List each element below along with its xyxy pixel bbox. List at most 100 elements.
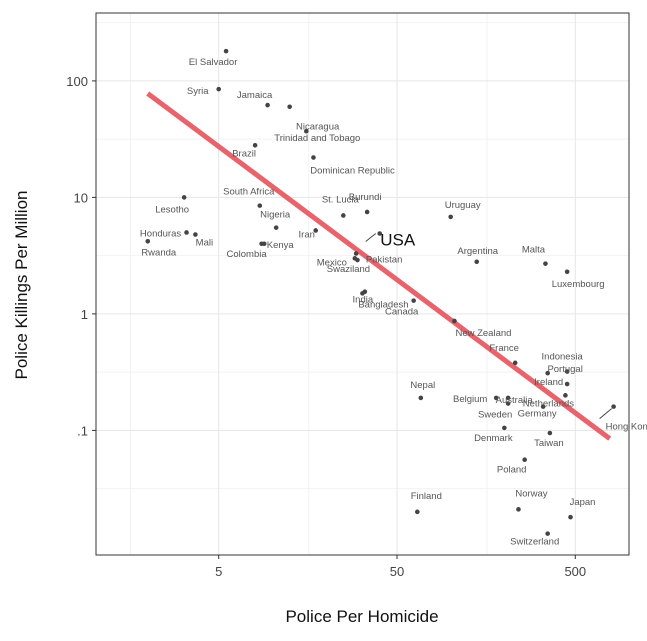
panel-border xyxy=(95,12,630,556)
y-axis-title: Police Killings Per Million xyxy=(12,191,31,380)
data-point xyxy=(502,425,507,431)
label-leader-line xyxy=(599,408,612,420)
x-tick-label: 50 xyxy=(390,564,404,579)
usa-label: USA xyxy=(380,230,416,249)
data-point xyxy=(563,393,568,398)
x-tick-label: 5 xyxy=(215,564,222,579)
x-tick-label: 500 xyxy=(564,564,586,579)
data-point xyxy=(355,257,360,263)
data-point xyxy=(564,269,570,275)
data-point xyxy=(265,102,270,108)
y-axis-ticks: .1 1 10 100 xyxy=(66,74,96,438)
point-label: Mali xyxy=(196,238,213,249)
point-label: Malta xyxy=(522,245,546,256)
data-point xyxy=(145,238,151,244)
point-label: Brazil xyxy=(232,148,256,159)
point-label: Netherlands xyxy=(523,398,574,409)
point-label: Iran xyxy=(299,229,315,240)
data-point xyxy=(223,48,229,54)
point-label: Nigeria xyxy=(260,210,291,221)
data-point xyxy=(313,228,319,233)
point-label: Honduras xyxy=(140,228,181,239)
point-label: Portugal xyxy=(547,364,582,375)
point-label: Finland xyxy=(411,491,442,502)
point-label: Kenya xyxy=(267,240,295,251)
data-point xyxy=(364,209,370,215)
data-point xyxy=(540,404,546,409)
data-point xyxy=(362,289,368,295)
data-point xyxy=(257,203,263,208)
data-point xyxy=(341,213,346,218)
data-point xyxy=(512,360,518,366)
point-label: Colombia xyxy=(227,249,268,260)
point-label: Pakistan xyxy=(366,254,402,265)
point-label: El Salvador xyxy=(189,57,238,68)
data-point xyxy=(311,155,316,160)
data-point xyxy=(287,104,292,110)
data-point xyxy=(564,369,570,374)
data-point xyxy=(448,214,453,220)
data-point xyxy=(547,430,553,436)
point-label: Denmark xyxy=(474,433,513,444)
point-label: Australia xyxy=(496,395,534,406)
point-label: Nicaragua xyxy=(296,122,340,133)
point-label: Sweden xyxy=(478,410,512,421)
data-point xyxy=(181,195,187,200)
x-axis-ticks: 5 50 500 xyxy=(215,555,586,579)
grid-layer xyxy=(96,13,629,555)
data-point xyxy=(522,457,527,463)
label-leader-line xyxy=(365,233,377,242)
trend-line xyxy=(146,91,612,441)
point-label: Ireland xyxy=(534,377,563,388)
data-point xyxy=(411,298,416,303)
data-point xyxy=(505,395,511,401)
data-point xyxy=(415,509,420,515)
data-point xyxy=(493,395,499,401)
point-label: Taiwan xyxy=(534,438,564,449)
data-point xyxy=(216,86,221,92)
point-label: Luxembourg xyxy=(552,279,605,290)
data-point xyxy=(474,259,480,265)
data-point xyxy=(543,261,548,266)
point-label: Belgium xyxy=(453,394,487,405)
point-label: Swaziland xyxy=(327,264,370,275)
data-point xyxy=(452,318,457,324)
point-label: Canada xyxy=(385,307,419,318)
point-label: South Africa xyxy=(223,187,275,198)
point-label: Dominican Republic xyxy=(310,166,395,177)
point-label: Uruguay xyxy=(445,200,481,211)
data-point xyxy=(545,531,550,536)
data-point xyxy=(353,251,359,256)
point-label: Bangladesh xyxy=(358,299,408,310)
point-label: Argentina xyxy=(457,246,498,257)
point-label: Rwanda xyxy=(141,247,177,258)
data-point xyxy=(259,241,264,247)
point-label: Jamaica xyxy=(237,90,273,101)
data-point xyxy=(377,231,383,236)
point-label: Lesotho xyxy=(155,204,189,215)
point-label: Mexico xyxy=(317,257,347,268)
trend-layer xyxy=(146,91,612,441)
point-label: Trinidad and Tobago xyxy=(274,133,360,144)
data-point xyxy=(611,404,616,409)
data-point xyxy=(568,514,573,520)
point-label: Nepal xyxy=(410,380,435,391)
y-tick-label: 10 xyxy=(74,190,88,205)
y-tick-label: .1 xyxy=(77,423,88,438)
point-label: India xyxy=(353,295,374,306)
data-point xyxy=(545,370,550,376)
point-label: Switzerland xyxy=(510,537,559,548)
point-label: Norway xyxy=(515,488,547,499)
labels-layer: El Salvador Syria Jamaica NicaraguaTrinidad… xyxy=(140,57,647,547)
points-layer xyxy=(145,48,616,536)
data-point xyxy=(505,401,511,406)
data-point xyxy=(304,128,309,134)
x-axis-title: Police Per Homicide xyxy=(285,607,438,626)
point-label: Hong Kong (SAR) xyxy=(606,422,647,433)
data-point xyxy=(516,507,521,512)
data-point xyxy=(418,395,424,401)
point-label: France xyxy=(489,343,519,354)
data-point xyxy=(252,143,258,148)
data-point xyxy=(193,232,198,237)
